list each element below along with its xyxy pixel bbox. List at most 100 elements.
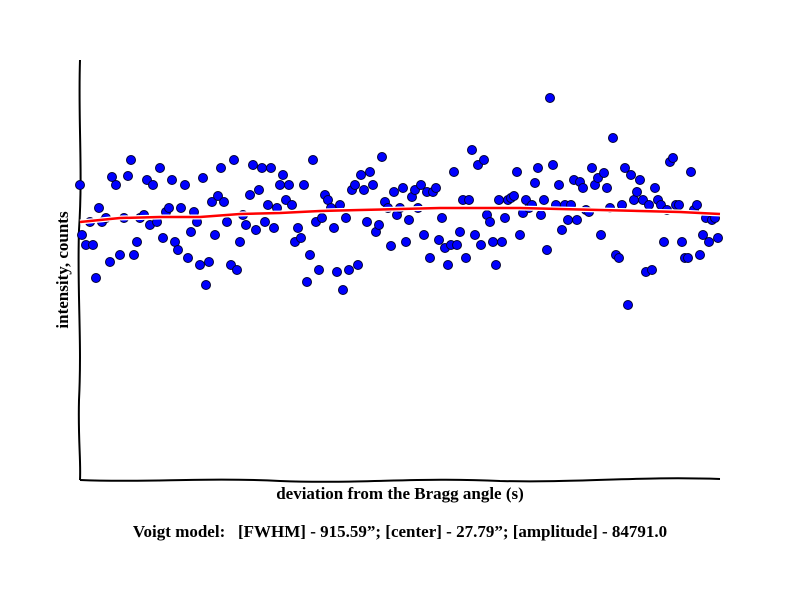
data-point (198, 173, 208, 183)
data-point (148, 180, 158, 190)
data-point (296, 233, 306, 243)
data-point (229, 155, 239, 165)
data-point (650, 183, 660, 193)
data-point (232, 265, 242, 275)
data-point (356, 170, 366, 180)
data-point (241, 220, 251, 230)
data-point (419, 230, 429, 240)
data-point (164, 203, 174, 213)
data-point (533, 163, 543, 173)
data-point (107, 172, 117, 182)
data-point (608, 133, 618, 143)
data-point (123, 171, 133, 181)
data-point (485, 217, 495, 227)
data-point (539, 195, 549, 205)
data-point (602, 183, 612, 193)
data-point (329, 223, 339, 233)
data-point (572, 215, 582, 225)
data-point (659, 237, 669, 247)
data-point (186, 227, 196, 237)
data-point (692, 200, 702, 210)
data-point (635, 175, 645, 185)
data-point (437, 213, 447, 223)
data-point (254, 185, 264, 195)
data-point (530, 178, 540, 188)
data-point (632, 187, 642, 197)
data-point (260, 217, 270, 227)
data-point (353, 260, 363, 270)
data-point (578, 183, 588, 193)
data-point (449, 167, 459, 177)
data-point (644, 200, 654, 210)
data-point (488, 237, 498, 247)
data-point (548, 160, 558, 170)
data-point (302, 277, 312, 287)
data-point (365, 167, 375, 177)
data-point (362, 217, 372, 227)
data-point (344, 265, 354, 275)
data-point (91, 273, 101, 283)
data-point (386, 241, 396, 251)
data-point (251, 225, 261, 235)
data-point (204, 257, 214, 267)
data-point (332, 267, 342, 277)
data-point (314, 265, 324, 275)
data-point (374, 220, 384, 230)
data-point (461, 253, 471, 263)
data-point (404, 215, 414, 225)
data-point (695, 250, 705, 260)
data-point (674, 200, 684, 210)
data-point (284, 180, 294, 190)
data-point (698, 230, 708, 240)
fit-line (79, 206, 721, 224)
data-point (167, 175, 177, 185)
data-point (248, 160, 258, 170)
data-point (180, 180, 190, 190)
x-axis-label: deviation from the Bragg angle (s) (276, 484, 524, 503)
data-point (515, 230, 525, 240)
data-point (269, 223, 279, 233)
data-point (210, 230, 220, 240)
data-point (470, 230, 480, 240)
data-point (491, 260, 501, 270)
data-point (278, 170, 288, 180)
data-point (293, 223, 303, 233)
data-point (668, 153, 678, 163)
data-point (398, 183, 408, 193)
data-point (155, 163, 165, 173)
data-point (509, 191, 519, 201)
data-point (713, 233, 723, 243)
data-point (494, 195, 504, 205)
data-point (341, 213, 351, 223)
data-point (686, 167, 696, 177)
data-point (105, 257, 115, 267)
data-point (201, 280, 211, 290)
data-point (275, 180, 285, 190)
data-point (683, 253, 693, 263)
data-point (126, 155, 136, 165)
annotation: Voigt model: [FWHM] - 915.59”; [center] … (133, 522, 667, 541)
data-point (132, 237, 142, 247)
data-point (308, 155, 318, 165)
data-point (464, 195, 474, 205)
data-point (479, 155, 489, 165)
data-point (596, 230, 606, 240)
data-point (173, 245, 183, 255)
data-point (317, 213, 327, 223)
data-point (677, 237, 687, 247)
data-point (416, 180, 426, 190)
data-point (235, 237, 245, 247)
data-point (614, 253, 624, 263)
data-point (545, 93, 555, 103)
data-point (620, 163, 630, 173)
data-point (219, 197, 229, 207)
data-point (77, 230, 87, 240)
data-point (377, 152, 387, 162)
data-point (129, 250, 139, 260)
data-point (626, 170, 636, 180)
data-point (263, 200, 273, 210)
data-point (266, 163, 276, 173)
data-point (158, 233, 168, 243)
data-point (94, 203, 104, 213)
